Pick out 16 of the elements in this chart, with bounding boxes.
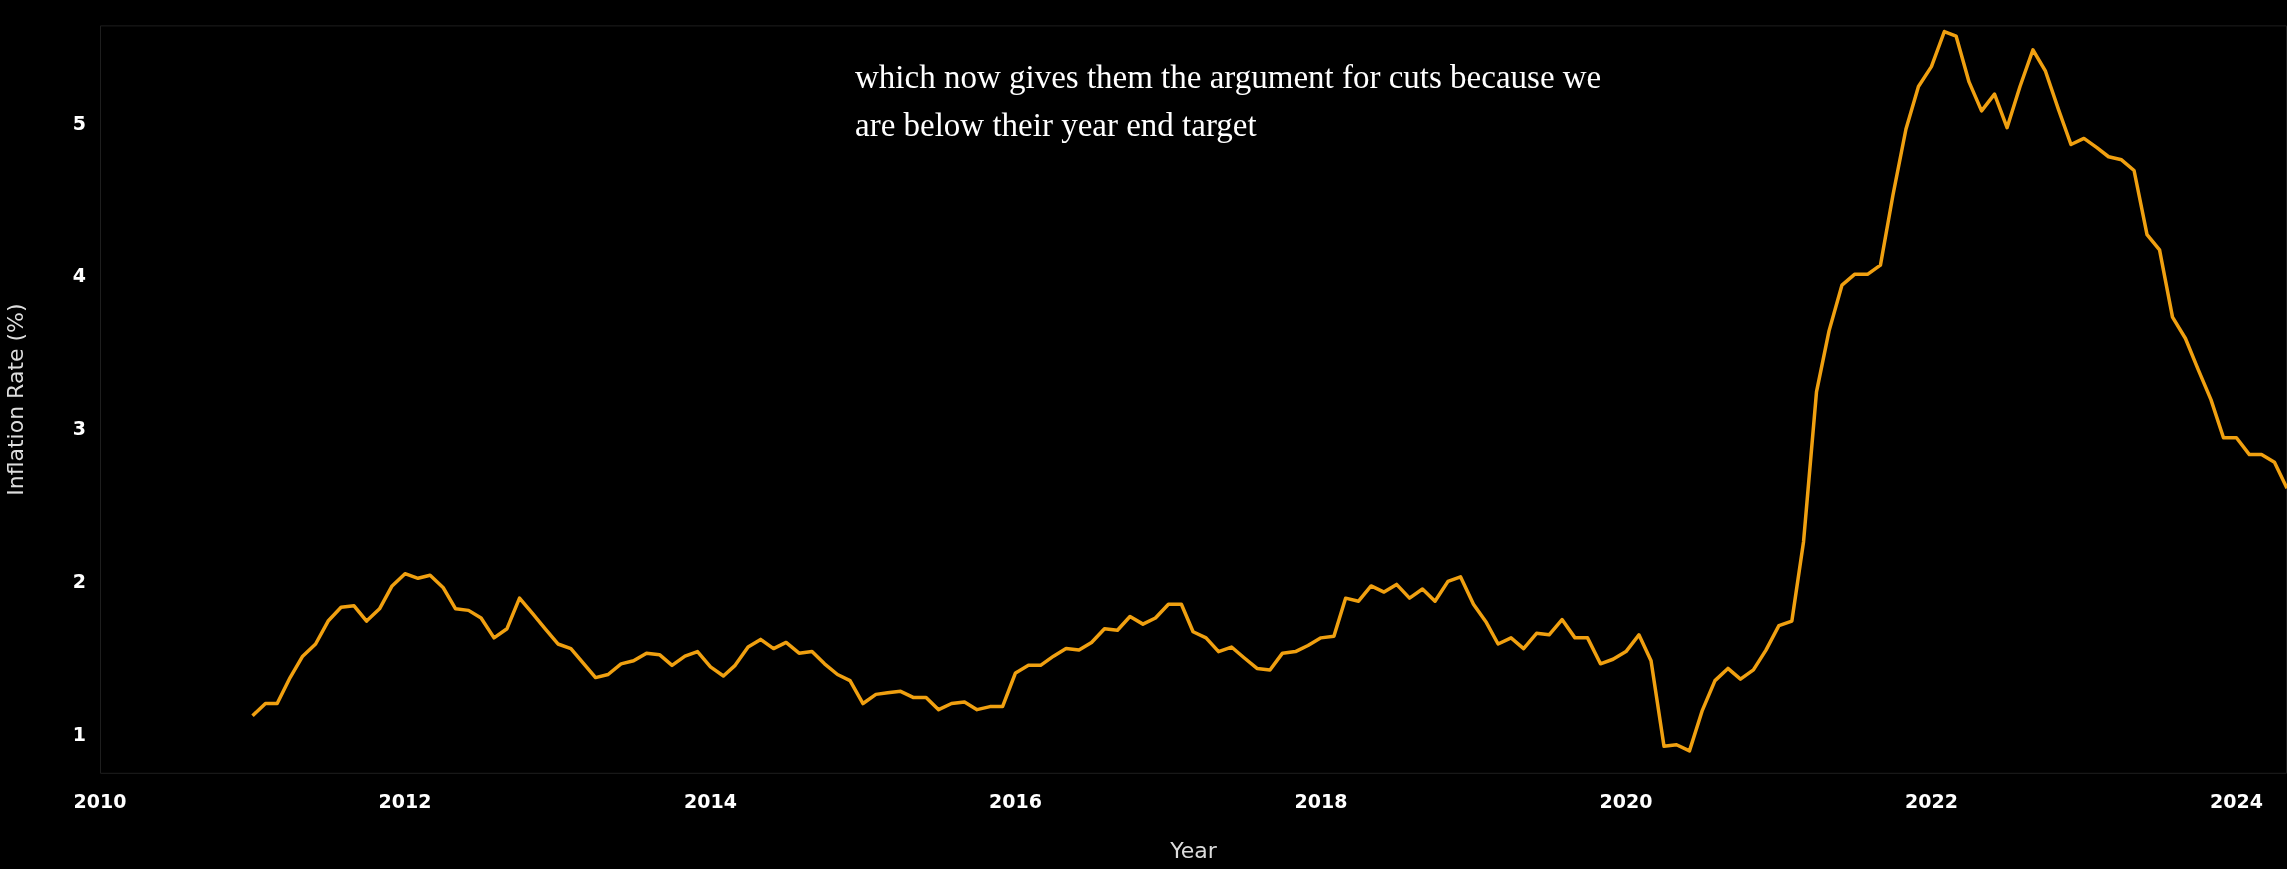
x-tick-label: 2012	[378, 790, 432, 813]
x-tick-label: 2022	[1904, 790, 1958, 813]
x-tick-label: 2016	[989, 790, 1042, 813]
annotation: which now gives them the argument for cuts because we are below their year end target	[855, 59, 1602, 143]
x-axis-title: Year	[1169, 837, 1218, 863]
y-axis-title: Inflation Rate (%)	[2, 303, 28, 496]
y-tick-label: 4	[72, 264, 86, 287]
x-tick-label: 2018	[1294, 790, 1348, 813]
y-tick-label: 5	[72, 111, 86, 134]
y-tick-label: 1	[72, 722, 86, 745]
x-tick-label: 2024	[2210, 790, 2263, 813]
x-tick-label: 2010	[73, 790, 127, 813]
y-tick-label: 3	[72, 417, 86, 440]
x-tick-label: 2020	[1599, 790, 1653, 813]
x-tick-label: 2014	[684, 790, 737, 813]
y-tick-label: 2	[72, 569, 86, 592]
